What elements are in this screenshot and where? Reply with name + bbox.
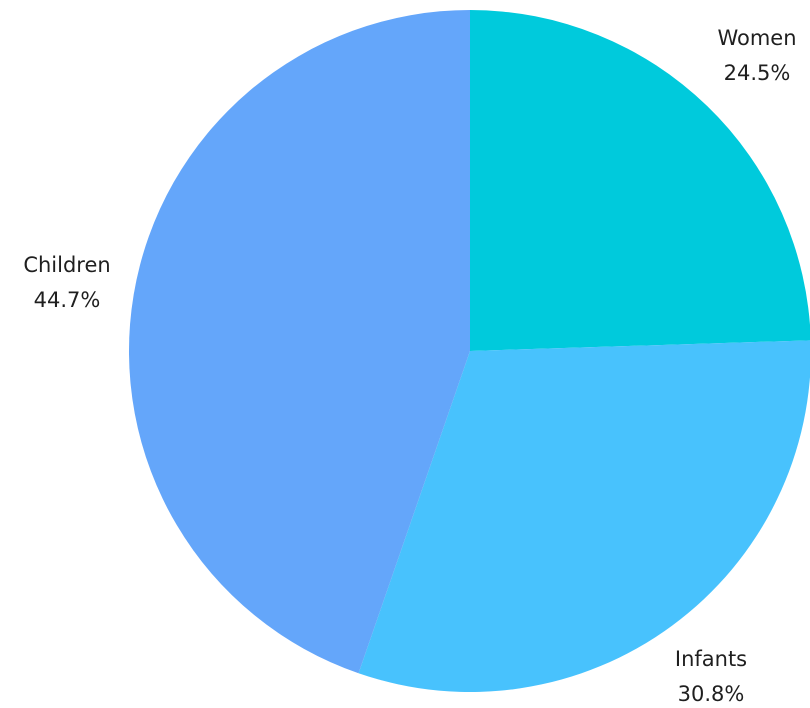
pie-slice-women <box>470 10 810 351</box>
slice-value-women: 24.5% <box>724 61 791 85</box>
slice-value-children: 44.7% <box>34 288 101 312</box>
slice-label-infants: Infants <box>675 647 747 671</box>
pie-slice-infants <box>358 340 810 692</box>
pie-slice-children <box>128 9 470 674</box>
slice-label-children: Children <box>23 253 110 277</box>
pie-slices <box>128 9 810 692</box>
slice-label-women: Women <box>717 26 796 50</box>
pie-labels: Women 24.5% Infants 30.8% Children 44.7% <box>23 26 796 706</box>
slice-value-infants: 30.8% <box>678 682 745 704</box>
